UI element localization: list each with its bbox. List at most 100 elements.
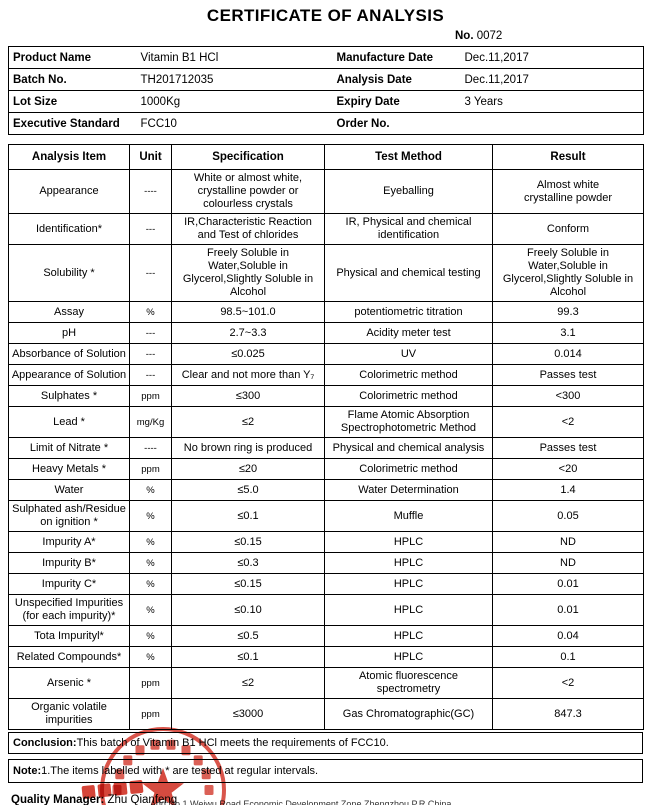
batch-no-label: Batch No.: [8, 68, 137, 91]
table-row: Identification* --- IR,Characteristic Reac…: [8, 213, 644, 245]
table-row: Heavy Metals * ppm ≤20 Colorimetric method <…: [8, 458, 644, 480]
analysis-item-cell: Unspecified Impurities (for each impurit…: [8, 594, 130, 626]
specification-cell: ≤2: [171, 406, 325, 438]
specification-cell: ≤2: [171, 667, 325, 699]
specification-cell: ≤0.025: [171, 343, 325, 365]
unit-cell: ----: [129, 437, 172, 459]
test-method-cell: IR, Physical and chemical identification: [324, 213, 493, 245]
result-cell: Almost white crystalline powder: [492, 169, 644, 214]
table-row: Absorbance of Solution --- ≤0.025 UV 0.014: [8, 343, 644, 365]
test-method-cell: HPLC: [324, 573, 493, 595]
quality-manager-label: Quality Manager:: [11, 794, 105, 805]
specification-cell: 98.5~101.0: [171, 301, 325, 323]
result-cell: 0.01: [492, 594, 644, 626]
analysis-date-label: Analysis Date: [332, 68, 461, 91]
unit-cell: %: [129, 531, 172, 553]
unit-cell: ---: [129, 322, 172, 344]
result-cell: 0.05: [492, 500, 644, 532]
analysis-item-cell: Impurity A*: [8, 531, 130, 553]
doc-number-line: No. 0072: [8, 29, 643, 46]
result-cell: <2: [492, 406, 644, 438]
specification-cell: ≤0.3: [171, 552, 325, 574]
unit-cell: ----: [129, 169, 172, 214]
unit-cell: ppm: [129, 385, 172, 407]
result-cell: <20: [492, 458, 644, 480]
info-row: Executive Standard FCC10 Order No.: [8, 112, 644, 135]
result-cell: Conform: [492, 213, 644, 245]
result-cell: <2: [492, 667, 644, 699]
info-row: Lot Size 1000Kg Expiry Date 3 Years: [8, 90, 644, 113]
specification-cell: ≤0.15: [171, 573, 325, 595]
analysis-item-cell: Sulphates *: [8, 385, 130, 407]
result-cell: 0.01: [492, 573, 644, 595]
executive-standard-label: Executive Standard: [8, 112, 137, 135]
product-name-value: Vitamin B1 HCl: [136, 46, 333, 69]
table-row: Sulphated ash/Residue on ignition *% ≤0.1…: [8, 500, 644, 532]
product-name-label: Product Name: [8, 46, 137, 69]
unit-cell: ppm: [129, 698, 172, 730]
table-row: Appearance ---- White or almost white, cry…: [8, 169, 644, 214]
order-no-label: Order No.: [332, 112, 461, 135]
test-method-cell: potentiometric titration: [324, 301, 493, 323]
test-method-cell: Colorimetric method: [324, 385, 493, 407]
analysis-item-cell: Impurity B*: [8, 552, 130, 574]
table-row: Tota Impurityl*% ≤0.5 HPLC 0.04: [8, 625, 644, 647]
table-row: Appearance of Solution --- Clear and not m…: [8, 364, 644, 386]
doc-number-label: No.: [455, 30, 474, 42]
result-cell: ND: [492, 552, 644, 574]
unit-cell: ---: [129, 213, 172, 245]
analysis-item-cell: Arsenic *: [8, 667, 130, 699]
specification-cell: White or almost white, crystalline powde…: [171, 169, 325, 214]
table-row: Related Compounds*% ≤0.1 HPLC 0.1: [8, 646, 644, 668]
analysis-date-value: Dec.11,2017: [460, 68, 644, 91]
unit-cell: %: [129, 301, 172, 323]
test-method-cell: UV: [324, 343, 493, 365]
table-row: Limit of Nitrate * ---- No brown ring is p…: [8, 437, 644, 459]
table-row: Organic volatile impurities ppm ≤3000 Gas C…: [8, 698, 644, 730]
note-label: Note:: [13, 765, 42, 777]
unit-cell: %: [129, 594, 172, 626]
result-cell: ND: [492, 531, 644, 553]
unit-cell: ---: [129, 364, 172, 386]
test-method-cell: Colorimetric method: [324, 364, 493, 386]
page-title: CERTIFICATE OF ANALYSIS: [206, 6, 445, 25]
analysis-item-cell: Sulphated ash/Residue on ignition *: [8, 500, 130, 532]
analysis-table-body: Appearance ---- White or almost white, cry…: [8, 169, 644, 730]
test-method-cell: Gas Chromatographic(GC): [324, 698, 493, 730]
test-method-cell: Muffle: [324, 500, 493, 532]
specification-cell: No brown ring is produced: [171, 437, 325, 459]
product-info-table: Product Name Vitamin B1 HCl Manufacture …: [8, 46, 644, 135]
specification-cell: 2.7~3.3: [171, 322, 325, 344]
test-method-cell: Atomic fluorescence spectrometry: [324, 667, 493, 699]
analysis-item-cell: Related Compounds*: [8, 646, 130, 668]
test-method-cell: HPLC: [324, 552, 493, 574]
conclusion-box: Conclusion: This batch of Vitamin B1 HCl…: [8, 732, 643, 754]
manufacture-date-label: Manufacture Date: [332, 46, 461, 69]
analysis-item-cell: Appearance of Solution: [8, 364, 130, 386]
test-method-cell: Water Determination: [324, 479, 493, 501]
analysis-item-cell: Heavy Metals *: [8, 458, 130, 480]
analysis-item-cell: pH: [8, 322, 130, 344]
table-row: Impurity B*% ≤0.3 HPLC ND: [8, 552, 644, 574]
analysis-item-cell: Organic volatile impurities: [8, 698, 130, 730]
specification-cell: Freely Soluble in Water,Soluble in Glyce…: [171, 244, 325, 302]
result-cell: 0.04: [492, 625, 644, 647]
col-header-analysis-item: Analysis Item: [8, 144, 130, 170]
result-cell: 1.4: [492, 479, 644, 501]
note-text: 1.The items labelled with * are tested a…: [41, 765, 319, 777]
expiry-date-value: 3 Years: [460, 90, 644, 113]
result-cell: 99.3: [492, 301, 644, 323]
col-header-specification: Specification: [171, 144, 325, 170]
test-method-cell: Physical and chemical testing: [324, 244, 493, 302]
table-row: Impurity C*% ≤0.15 HPLC 0.01: [8, 573, 644, 595]
unit-cell: %: [129, 573, 172, 595]
col-header-unit: Unit: [129, 144, 172, 170]
test-method-cell: HPLC: [324, 625, 493, 647]
test-method-cell: HPLC: [324, 646, 493, 668]
specification-cell: ≤0.1: [171, 500, 325, 532]
result-cell: <300: [492, 385, 644, 407]
test-method-cell: HPLC: [324, 594, 493, 626]
col-header-result: Result: [492, 144, 644, 170]
specification-cell: ≤5.0: [171, 479, 325, 501]
specification-cell: ≤3000: [171, 698, 325, 730]
